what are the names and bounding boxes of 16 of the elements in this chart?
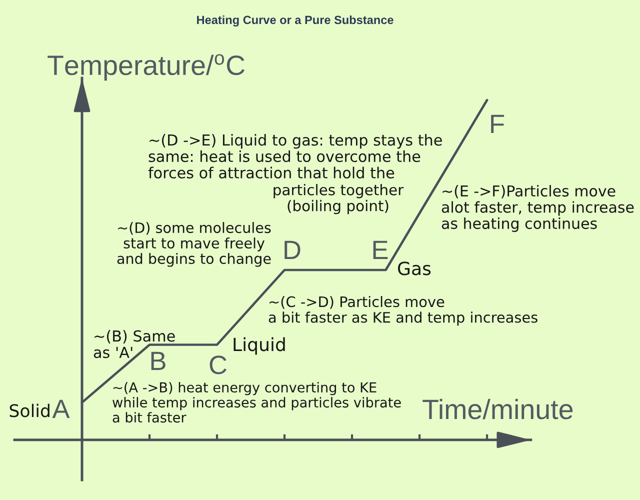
annotation: Gas <box>398 262 431 276</box>
annotation: E <box>373 240 388 259</box>
text: Solid <box>10 404 50 418</box>
annotation: ~(E ->F)Particles move alot faster, temp increase as heating continues <box>442 185 634 232</box>
y-axis-title: Temperature/$^{o}$C <box>48 54 245 81</box>
annotation: ~(A ->B) heat energy converting to KE while temp increases and particles vibrate a bit faster <box>112 382 401 423</box>
x-axis-title: Time/minute <box>422 398 573 420</box>
chart-title: Heating Curve or a Pure Substance <box>197 15 394 26</box>
annotation: ~(C ->D) Particles move a bit faster as KE and temp increases <box>268 296 538 326</box>
annotation: Liquid <box>234 337 285 355</box>
annotation: A <box>52 400 70 418</box>
annotation: F <box>491 114 504 133</box>
annotation: ~(D) some molecules start to mave freely and begins to change <box>117 222 271 267</box>
annotation: D <box>284 240 300 259</box>
annotation: particles together (boiling point) <box>274 184 404 214</box>
annotation: C <box>210 356 227 374</box>
